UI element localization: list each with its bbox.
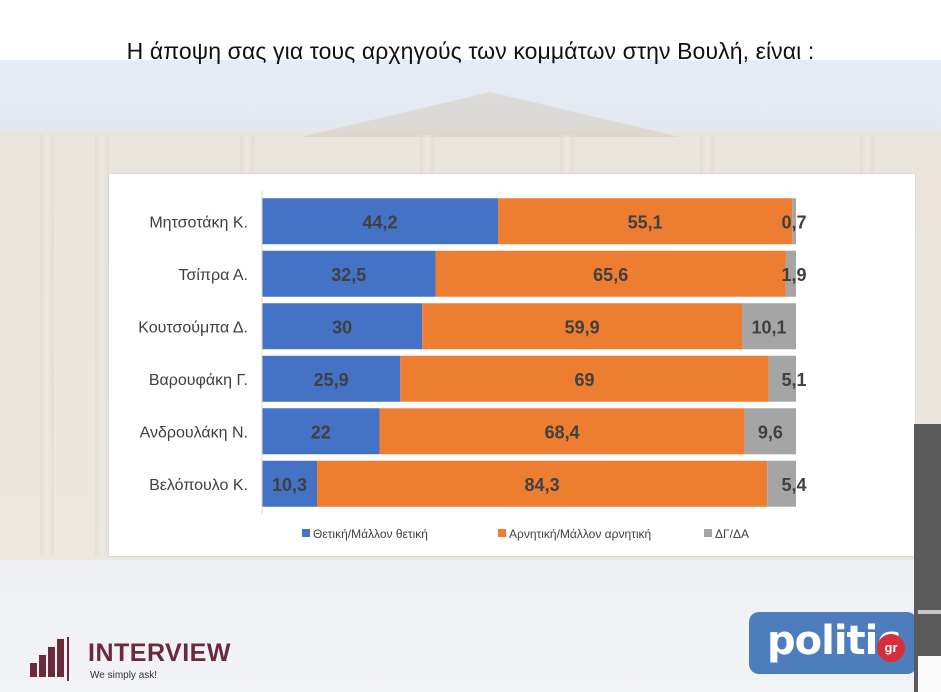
data-label: 5,1 <box>781 370 806 390</box>
chart-card: Μητσοτάκη Κ. 44,2 55,1 0,7 Τσίπρα Α. 32,5 65,6… <box>108 173 916 557</box>
data-label: 25,9 <box>314 370 349 390</box>
bar-segment <box>262 355 401 402</box>
bar-segment <box>744 408 796 455</box>
bar-segment <box>400 355 769 402</box>
legend-entry: Αρνητική/Μάλλον αρνητική <box>509 527 651 541</box>
video-overlay-bar <box>918 610 941 614</box>
bar-segment <box>498 198 793 245</box>
data-label: 59,9 <box>565 317 600 337</box>
data-label: 1,9 <box>781 265 806 285</box>
stacked-bar-chart: Μητσοτάκη Κ. 44,2 55,1 0,7 Τσίπρα Α. 32,5 65,6… <box>138 191 807 541</box>
category-label: Τσίπρα Α. <box>178 267 248 284</box>
data-label: 69 <box>575 370 595 390</box>
background-column <box>95 135 109 555</box>
legend-swatch <box>302 529 310 537</box>
category-label: Κουτσούμπα Δ. <box>138 319 248 336</box>
bar-segment <box>767 460 796 507</box>
bar-segment <box>768 355 796 402</box>
background-column <box>40 135 54 555</box>
bar-segment <box>379 408 745 455</box>
politic-logo: politic gr <box>749 612 917 674</box>
bar-segment <box>435 250 786 297</box>
data-label: 9,6 <box>758 422 783 442</box>
data-label: 44,2 <box>362 212 397 232</box>
bar-segment <box>422 303 743 350</box>
data-label: 5,4 <box>781 475 806 495</box>
legend-swatch <box>498 529 506 537</box>
data-label: 84,3 <box>525 475 560 495</box>
interview-logo-wordmark: INTERVIEW <box>88 639 231 667</box>
data-label: 10,1 <box>752 317 787 337</box>
bar-segment <box>262 460 318 507</box>
bar-segment <box>262 250 436 297</box>
bar-segment <box>742 303 796 350</box>
slide-title: Η άποψη σας για τους αρχηγούς των κομμάτ… <box>126 38 815 64</box>
background-pediment <box>300 92 680 137</box>
category-label: Ανδρουλάκη Ν. <box>140 424 248 441</box>
data-label: 65,6 <box>593 265 628 285</box>
video-overlay-edge <box>914 424 941 692</box>
interview-logo: INTERVIEW We simply ask! <box>30 633 240 688</box>
legend-entry: Θετική/Μάλλον θετική <box>313 527 428 541</box>
data-label: 68,4 <box>545 422 580 442</box>
bar-segment <box>262 303 423 350</box>
data-label: 30 <box>332 317 352 337</box>
bar-segment <box>792 198 796 245</box>
bar-segment <box>785 250 796 297</box>
bar-segment <box>262 408 380 455</box>
data-label: 32,5 <box>331 265 366 285</box>
data-label: 22 <box>311 422 331 442</box>
bar-segment <box>262 198 499 245</box>
legend-swatch <box>704 529 712 537</box>
legend-entry: ΔΓ/ΔΑ <box>715 527 749 541</box>
category-label: Βελόπουλο Κ. <box>149 477 248 494</box>
interview-logo-icon <box>30 637 69 681</box>
politic-logo-gr-badge: gr <box>877 634 905 662</box>
data-label: 55,1 <box>628 212 663 232</box>
video-overlay-panel <box>918 656 941 692</box>
data-label: 0,7 <box>781 212 806 232</box>
interview-logo-tagline: We simply ask! <box>90 670 158 681</box>
category-label: Μητσοτάκη Κ. <box>149 214 248 231</box>
data-label: 10,3 <box>272 475 307 495</box>
bar-segment <box>317 460 768 507</box>
category-label: Βαρουφάκη Γ. <box>149 372 248 389</box>
